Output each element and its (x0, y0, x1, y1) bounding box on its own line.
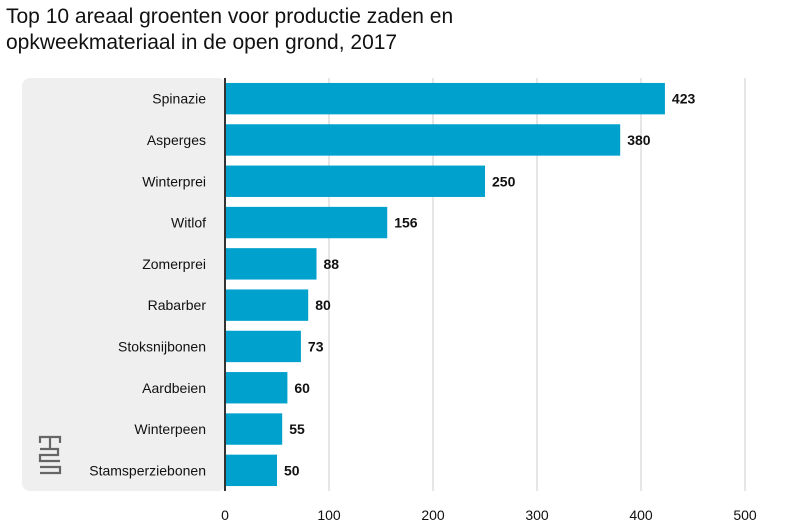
bar (225, 454, 277, 487)
category-label: Spinazie (152, 91, 206, 107)
x-tick-label: 500 (733, 507, 757, 523)
category-label: Aardbeien (142, 380, 206, 396)
bar (225, 82, 665, 115)
x-tick-label: 200 (421, 507, 445, 523)
category-label: Stamsperziebonen (89, 462, 206, 478)
bar (225, 330, 301, 363)
value-labels: 423 380 250 156 88 80 73 60 55 50 (284, 91, 695, 479)
data-label: 60 (294, 380, 310, 396)
data-label: 73 (308, 338, 324, 354)
category-label: Winterprei (142, 173, 206, 189)
x-axis-ticks: 0 100 200 300 400 500 (221, 507, 757, 523)
category-label: Stoksnijbonen (118, 338, 206, 354)
data-label: 250 (492, 173, 516, 189)
chart-title-line-2: opkweekmateriaal in de open grond, 2017 (6, 31, 398, 54)
x-tick-label: 300 (525, 507, 549, 523)
x-tick-label: 0 (221, 507, 229, 523)
bar (225, 124, 621, 156)
data-label: 88 (324, 256, 340, 272)
cbs-logo (38, 435, 62, 475)
x-tick-label: 100 (317, 507, 341, 523)
bar (225, 206, 388, 239)
bar (225, 165, 485, 197)
chart-title-line-1: Top 10 areaal groenten voor productie za… (6, 5, 454, 28)
bar (225, 413, 283, 445)
data-label: 50 (284, 462, 300, 478)
data-label: 423 (672, 91, 696, 107)
bars (225, 82, 665, 487)
category-labels: Spinazie Asperges Winterprei Witlof Zomerpre… (89, 91, 206, 479)
bar (225, 289, 309, 321)
data-label: 55 (289, 421, 305, 437)
data-label: 380 (627, 132, 651, 148)
category-label: Winterpeen (134, 421, 206, 437)
category-label-panel (22, 78, 226, 491)
data-label: 156 (394, 215, 418, 231)
category-label: Witlof (171, 215, 206, 231)
category-label: Zomerprei (142, 256, 206, 272)
chart-title: Top 10 areaal groenten voor productie za… (6, 4, 786, 56)
bar (225, 248, 317, 280)
bar (225, 372, 288, 404)
category-label: Asperges (147, 132, 206, 148)
data-label: 80 (315, 297, 331, 313)
category-label: Rabarber (148, 297, 207, 313)
x-tick-label: 400 (629, 507, 653, 523)
